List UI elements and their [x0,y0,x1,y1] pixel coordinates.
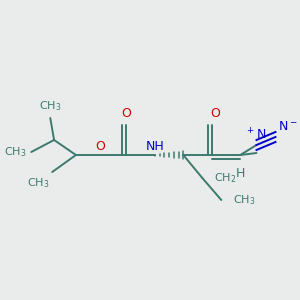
Text: O: O [122,107,131,120]
Text: $^+$N: $^+$N [245,127,266,143]
Text: CH$_3$: CH$_3$ [4,145,26,159]
Text: NH: NH [146,140,164,152]
Text: CH$_3$: CH$_3$ [27,176,49,190]
Text: N$^-$: N$^-$ [278,121,298,134]
Text: O: O [211,107,220,120]
Text: H: H [236,167,245,180]
Text: O: O [95,140,105,152]
Text: CH$_2$: CH$_2$ [214,171,236,185]
Text: CH$_3$: CH$_3$ [233,193,255,207]
Text: CH$_3$: CH$_3$ [39,99,62,113]
